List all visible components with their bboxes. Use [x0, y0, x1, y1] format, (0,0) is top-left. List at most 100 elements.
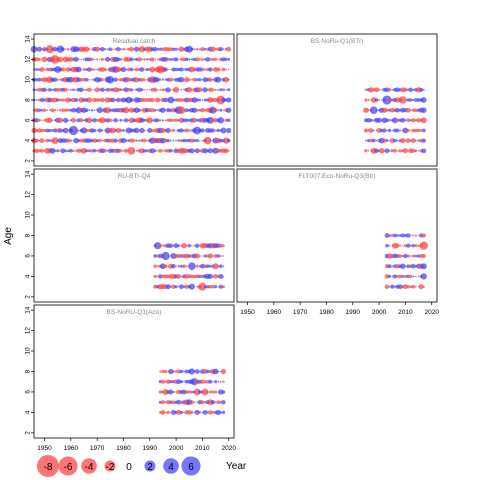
bubble	[90, 148, 94, 153]
bubble	[398, 274, 403, 279]
bubble	[143, 68, 146, 71]
bubble	[51, 119, 54, 122]
bubble	[75, 119, 77, 122]
bubble	[49, 109, 51, 111]
bubble	[182, 129, 186, 132]
bubble	[177, 139, 181, 143]
bubble	[105, 56, 111, 62]
bubble	[150, 129, 154, 132]
bubble	[227, 78, 230, 81]
bubble	[405, 233, 411, 238]
bubble	[409, 285, 413, 289]
bubble	[391, 265, 394, 268]
bubble	[217, 88, 220, 91]
bubble	[161, 369, 165, 374]
bubble	[135, 150, 138, 152]
bubble	[210, 46, 216, 52]
bubble	[392, 274, 397, 279]
bubble	[421, 148, 427, 154]
bubble	[387, 128, 392, 133]
bubble	[176, 409, 182, 415]
bubble	[83, 119, 85, 122]
x-tick-label: 1980	[319, 309, 334, 316]
bubble	[129, 57, 134, 62]
bubble	[100, 67, 105, 72]
bubble	[62, 117, 69, 123]
bubble	[116, 97, 121, 103]
bubble	[213, 108, 218, 112]
bubble	[184, 369, 189, 374]
bubble	[100, 148, 105, 154]
panel-title: BS-NoRU-Q1(Aco)	[107, 309, 162, 316]
bubble	[411, 284, 416, 289]
bubble	[405, 107, 411, 113]
bubble	[57, 56, 64, 63]
bubble	[133, 127, 140, 134]
bubble	[125, 68, 127, 71]
y-tick-label: 4	[25, 138, 32, 142]
bubble	[164, 149, 168, 153]
bubble	[205, 57, 210, 62]
bubble	[69, 139, 73, 142]
bubble	[226, 107, 232, 113]
bubble	[183, 380, 185, 383]
bubble	[150, 97, 155, 103]
bubble	[168, 77, 173, 82]
bubble	[198, 78, 202, 82]
bubble	[76, 77, 81, 82]
bubble	[139, 117, 145, 123]
bubble	[400, 117, 406, 123]
bubble	[164, 411, 167, 414]
bubble	[222, 244, 225, 248]
bubble	[187, 410, 192, 415]
bubble	[158, 253, 163, 259]
bubble	[173, 86, 179, 93]
bubble	[116, 47, 121, 52]
bubble	[41, 56, 48, 63]
bubble	[195, 78, 199, 82]
bubble	[171, 284, 176, 289]
bubble	[400, 233, 405, 238]
bubble	[420, 97, 427, 103]
bubble	[396, 139, 399, 142]
bubble	[204, 68, 207, 71]
bubble	[45, 128, 50, 133]
bubble	[96, 58, 99, 61]
legend-label: 2	[147, 462, 153, 473]
bubble	[113, 118, 118, 123]
bubble	[71, 107, 76, 113]
bubble	[82, 98, 86, 102]
bubble	[376, 117, 382, 123]
bubble	[417, 244, 420, 247]
bubble	[146, 58, 149, 61]
bubble	[142, 98, 147, 102]
bubble	[214, 390, 218, 394]
bubble	[169, 129, 172, 132]
y-tick-label: 8	[25, 233, 32, 237]
bubble	[92, 118, 97, 123]
bubble	[153, 284, 158, 289]
bubble	[200, 107, 205, 113]
bubble	[66, 47, 70, 51]
bubble	[183, 411, 185, 414]
bubble	[101, 129, 104, 132]
bubble	[420, 117, 427, 124]
bubble	[205, 369, 210, 374]
bubble	[198, 274, 202, 279]
bubble	[37, 57, 41, 61]
bubble	[213, 118, 218, 123]
bubble	[88, 78, 91, 81]
bubble	[171, 47, 176, 51]
x-tick-label: 2010	[398, 309, 413, 316]
bubble	[195, 138, 199, 143]
bubble	[388, 233, 392, 238]
bubble	[217, 370, 220, 373]
bubble	[119, 57, 123, 61]
bubble	[402, 127, 409, 134]
bubble	[184, 284, 189, 289]
bubble	[404, 99, 407, 101]
bubble	[400, 137, 406, 144]
bubble	[367, 150, 370, 152]
bubble	[176, 98, 181, 102]
bubble	[85, 149, 89, 153]
